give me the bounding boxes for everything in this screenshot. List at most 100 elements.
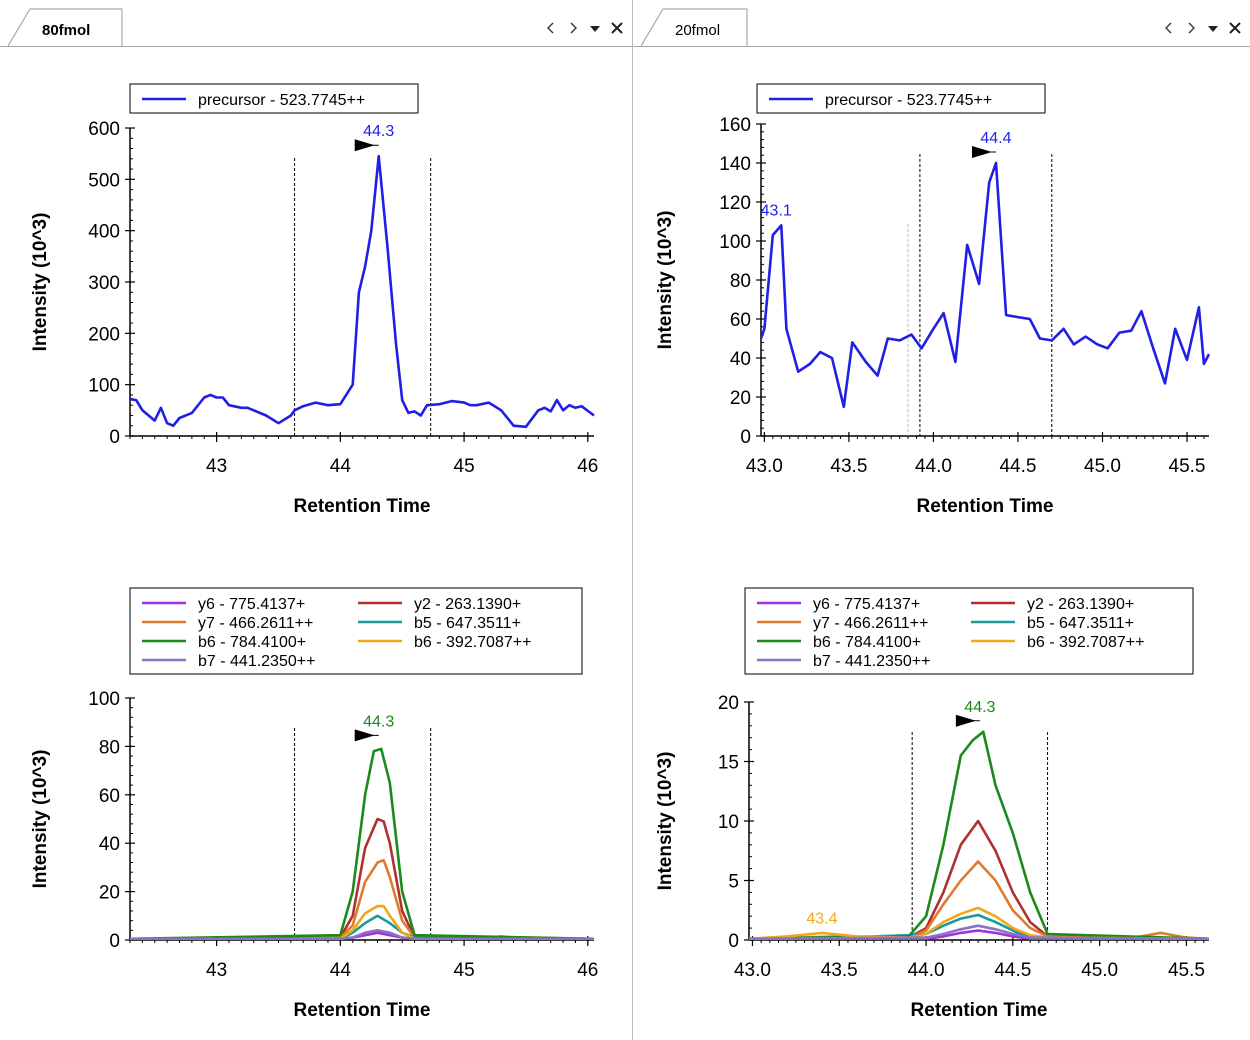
x-tick-label: 44.5	[994, 960, 1031, 981]
y-tick-label: 40	[99, 834, 120, 855]
legend-box	[744, 587, 1194, 675]
legend-entry-label: y6 - 775.4137+	[198, 596, 305, 613]
y-axis-label: Intensity (10^3)	[655, 211, 676, 350]
y-tick-label: 500	[88, 170, 120, 191]
legend-entry-label: b6 - 392.7087++	[414, 634, 531, 651]
x-tick-label: 45.0	[1081, 960, 1118, 981]
peak-rt-label: 44.3	[964, 699, 995, 716]
scroll-left-icon[interactable]	[1162, 21, 1176, 35]
series-line	[130, 154, 595, 429]
series-line	[761, 161, 1211, 409]
x-axis-label: Retention Time	[294, 496, 431, 517]
chart-precursor: 0 100 200 300 400 500 600 43 44 45 46 Retention Tim…	[30, 83, 598, 517]
rt-label: 43.4	[806, 910, 837, 927]
tab-label: 20fmol	[675, 22, 721, 39]
legend-box	[129, 83, 419, 114]
series-group	[130, 747, 595, 940]
x-tick-label: 44.0	[915, 456, 952, 477]
scroll-left-icon[interactable]	[544, 21, 558, 35]
pane-divider[interactable]	[632, 0, 633, 1040]
y-tick-label: 0	[109, 931, 120, 952]
y-axis-label: Intensity (10^3)	[655, 752, 676, 891]
series-line	[749, 929, 1209, 940]
legend-entry-label: b7 - 441.2350++	[198, 653, 315, 670]
chart-precursor: 0 20 40 60 80 100 120 140 160 43.0 43.5 44.0 44.5 45.…	[655, 83, 1211, 517]
legend: precursor - 523.7745++	[129, 83, 419, 114]
x-tick-label: 43.0	[746, 456, 783, 477]
legend-entry-label: b6 - 392.7087++	[1027, 634, 1144, 651]
legend-entry-label: b5 - 647.3511+	[414, 615, 521, 632]
y-tick-label: 140	[719, 154, 751, 175]
series-line	[130, 817, 595, 940]
x-tick-label: 45	[454, 960, 475, 981]
chart-fragments: 0 5 10 15 20 43.0 43.5 44.0 44.5 45.0 45.5 Retentio…	[655, 587, 1210, 1021]
dropdown-arrow-icon[interactable]	[1206, 21, 1220, 35]
legend-entry-label: y6 - 775.4137+	[813, 596, 920, 613]
legend-entry-label: b6 - 784.4100+	[198, 634, 306, 651]
series-line	[749, 819, 1210, 940]
y-axis-label: Intensity (10^3)	[30, 750, 51, 889]
y-tick-label: 100	[88, 689, 120, 710]
series-line	[130, 747, 595, 940]
series-group	[749, 730, 1210, 940]
x-tick-label: 45.5	[1168, 960, 1205, 981]
peak-rt-label: 44.4	[980, 130, 1011, 147]
tab-strip: 20fmol	[633, 0, 1250, 47]
x-tick-label: 46	[577, 960, 598, 981]
tab-controls	[544, 18, 624, 38]
y-tick-label: 100	[719, 232, 751, 253]
x-tick-label: 44	[330, 960, 352, 981]
legend-entry-label: precursor - 523.7745++	[825, 92, 992, 109]
tab-strip: 80fmol	[0, 0, 632, 47]
y-tick-label: 5	[728, 872, 739, 893]
peak-rt-label: 44.3	[363, 713, 394, 730]
x-tick-label: 45.5	[1169, 456, 1206, 477]
y-tick-label: 60	[730, 310, 751, 331]
legend-entry-label: y7 - 466.2611++	[198, 615, 313, 632]
series-group	[130, 154, 595, 429]
scroll-right-icon[interactable]	[566, 21, 580, 35]
y-tick-label: 20	[718, 693, 739, 714]
x-tick-label: 43.5	[821, 960, 858, 981]
tab-80fmol[interactable]: 80fmol	[8, 8, 124, 47]
legend-entry-label: b6 - 784.4100+	[813, 634, 921, 651]
y-tick-label: 0	[740, 427, 751, 448]
dropdown-arrow-icon[interactable]	[588, 21, 602, 35]
series-line	[749, 730, 1210, 940]
series-line	[130, 928, 594, 940]
y-tick-label: 10	[718, 812, 739, 833]
peak-rt-label: 44.3	[363, 123, 394, 140]
y-axis-label: Intensity (10^3)	[30, 213, 51, 352]
legend-entry-label: y7 - 466.2611++	[813, 615, 928, 632]
tab-20fmol[interactable]: 20fmol	[641, 8, 749, 47]
x-tick-label: 44	[330, 456, 352, 477]
x-tick-label: 45.0	[1084, 456, 1121, 477]
y-tick-label: 15	[718, 753, 739, 774]
legend-entry-label: b7 - 441.2350++	[813, 653, 930, 670]
y-tick-label: 80	[730, 271, 751, 292]
y-tick-label: 0	[728, 931, 739, 952]
series-group	[761, 161, 1211, 409]
series-line	[130, 904, 594, 940]
x-tick-label: 43.0	[734, 960, 771, 981]
close-icon[interactable]	[1228, 21, 1242, 35]
legend-entry-label: b5 - 647.3511+	[1027, 615, 1134, 632]
legend: y6 - 775.4137+ y2 - 263.1390+ y7 - 466.261…	[744, 587, 1194, 675]
close-icon[interactable]	[610, 21, 624, 35]
x-axis-label: Retention Time	[917, 496, 1054, 517]
y-tick-label: 40	[730, 349, 751, 370]
legend-box	[129, 587, 583, 675]
y-tick-label: 400	[88, 222, 120, 243]
scroll-right-icon[interactable]	[1184, 21, 1198, 35]
x-tick-label: 44.0	[908, 960, 945, 981]
x-tick-label: 43.5	[830, 456, 867, 477]
x-tick-label: 45	[454, 456, 475, 477]
y-tick-label: 120	[719, 193, 751, 214]
x-axis-label: Retention Time	[294, 1000, 431, 1021]
legend: y6 - 775.4137+ y2 - 263.1390+ y7 - 466.261…	[129, 587, 583, 675]
tab-label: 80fmol	[42, 22, 91, 39]
series-line	[749, 924, 1210, 940]
tab-controls	[1162, 18, 1242, 38]
x-tick-label: 43	[206, 960, 227, 981]
